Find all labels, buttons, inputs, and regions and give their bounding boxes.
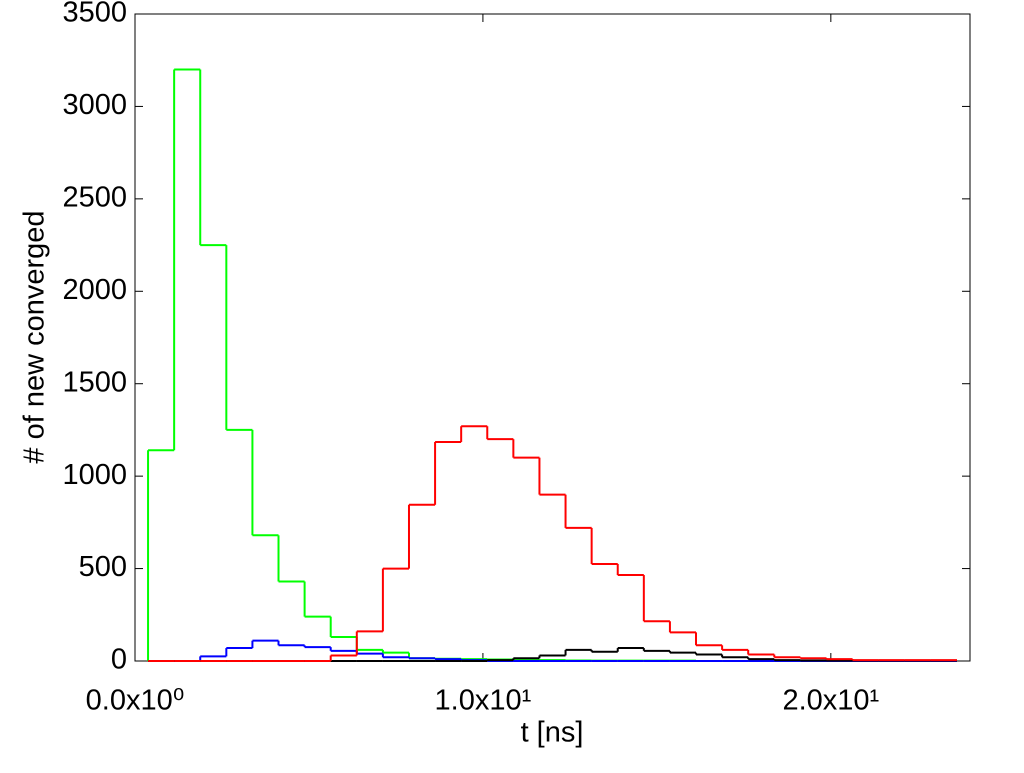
- y-tick-label: 3000: [62, 89, 127, 121]
- y-tick-label: 1500: [62, 366, 127, 398]
- x-tick-label: 0.0x10⁰: [86, 685, 185, 717]
- plot-frame: [134, 13, 971, 662]
- y-tick-label: 2500: [62, 182, 127, 214]
- y-tick-label: 500: [79, 551, 127, 583]
- y-axis-label: # of new converged: [19, 210, 51, 463]
- y-tick-label: 1000: [62, 459, 127, 491]
- x-axis-label: t [ns]: [521, 717, 584, 749]
- y-tick-label: 3500: [62, 0, 127, 29]
- y-tick-label: 2000: [62, 274, 127, 306]
- y-tick-label: 0: [111, 644, 127, 676]
- x-tick-label: 2.0x10¹: [782, 685, 879, 717]
- x-tick-label: 1.0x10¹: [435, 685, 532, 717]
